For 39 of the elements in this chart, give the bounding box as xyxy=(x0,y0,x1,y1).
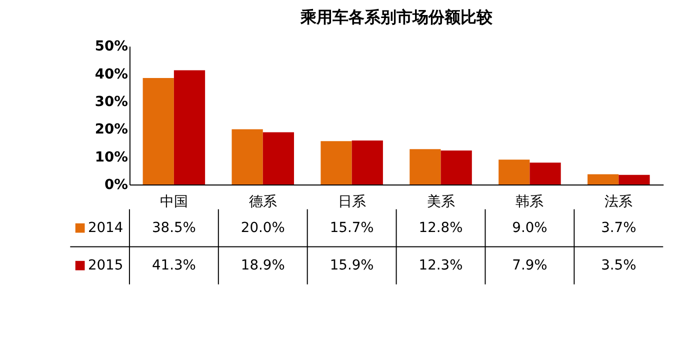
data-label: 15.7% xyxy=(330,220,374,236)
x-tick-label: 日系 xyxy=(338,194,366,210)
bar xyxy=(498,160,530,185)
legend-label: 2015 xyxy=(88,258,124,274)
data-label: 12.8% xyxy=(418,220,463,236)
x-tick-label: 中国 xyxy=(160,194,188,210)
data-label: 3.7% xyxy=(601,220,636,236)
data-label: 12.3% xyxy=(418,258,463,274)
bar xyxy=(262,132,294,185)
y-tick-label: 20% xyxy=(94,122,128,138)
bar xyxy=(174,70,206,185)
chart-title: 乘用车各系别市场份额比较 xyxy=(299,7,494,26)
data-label: 18.9% xyxy=(240,258,285,274)
data-label: 41.3% xyxy=(152,258,196,274)
bar xyxy=(410,149,441,185)
x-tick-label: 韩系 xyxy=(516,194,544,210)
x-tick-label: 法系 xyxy=(604,194,633,210)
y-tick-label: 40% xyxy=(94,66,128,82)
data-label: 20.0% xyxy=(240,220,285,236)
data-label: 15.9% xyxy=(330,258,374,274)
data-label: 3.5% xyxy=(601,258,636,274)
y-tick-label: 50% xyxy=(94,38,128,55)
bar xyxy=(232,129,263,185)
data-label: 7.9% xyxy=(512,258,548,274)
y-tick-label: 0% xyxy=(104,176,128,193)
bar xyxy=(618,174,650,185)
bar xyxy=(530,162,561,185)
x-tick-label: 德系 xyxy=(248,194,277,210)
bar xyxy=(320,141,352,185)
data-label: 9.0% xyxy=(512,220,548,236)
legend-label: 2014 xyxy=(88,220,124,236)
bar xyxy=(142,78,174,185)
y-tick-label: 10% xyxy=(94,149,128,166)
x-tick-label: 美系 xyxy=(426,194,455,210)
data-label: 38.5% xyxy=(152,220,196,236)
y-tick-label: 30% xyxy=(94,94,128,110)
bar xyxy=(588,174,619,185)
bar xyxy=(352,140,383,185)
bar xyxy=(440,150,472,185)
